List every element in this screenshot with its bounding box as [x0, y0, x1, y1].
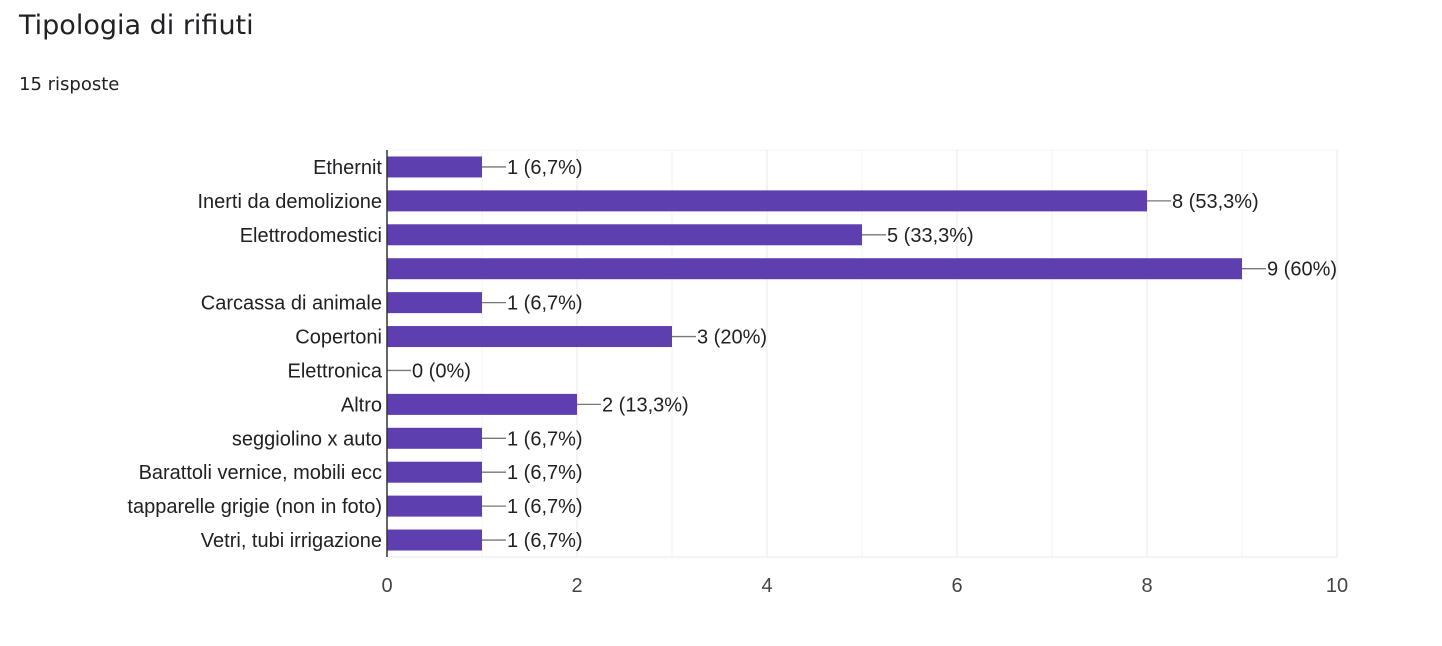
- data-label: 1 (6,7%): [507, 530, 583, 552]
- bar: [387, 529, 482, 551]
- leader-lines: [387, 166, 1266, 541]
- data-label: 5 (33,3%): [887, 225, 974, 247]
- x-tick-label: 8: [1141, 575, 1152, 597]
- category-label: Ethernit: [313, 157, 382, 179]
- data-label: 0 (0%): [412, 360, 471, 382]
- x-tick-label: 6: [951, 575, 962, 597]
- category-label: seggiolino x auto: [232, 428, 382, 450]
- chart-title: Tipologia di rifiuti: [19, 10, 254, 41]
- data-label: 8 (53,3%): [1172, 191, 1259, 213]
- bar: [387, 461, 482, 483]
- category-labels: Ethernit Inerti da demolizione Elettrodome…: [127, 157, 382, 552]
- category-label: Vetri, tubi irrigazione: [201, 530, 382, 552]
- category-label: tapparelle grigie (non in foto): [127, 496, 382, 518]
- category-label: Altro: [341, 394, 382, 416]
- data-label: 9 (60%): [1267, 259, 1337, 281]
- bar: [387, 495, 482, 517]
- data-labels: 1 (6,7%) 8 (53,3%) 5 (33,3%) 9 (60%) 1 (6,7%…: [412, 157, 1337, 552]
- bar: [387, 224, 862, 246]
- category-label: Elettronica: [288, 360, 383, 382]
- data-label: 1 (6,7%): [507, 496, 583, 518]
- bar: [387, 190, 1147, 212]
- bar: [387, 156, 482, 178]
- category-label: Inerti da demolizione: [197, 191, 382, 213]
- data-label: 1 (6,7%): [507, 462, 583, 484]
- response-count: 15 risposte: [19, 74, 120, 95]
- data-label: 1 (6,7%): [507, 428, 583, 450]
- category-label: Carcassa di animale: [201, 293, 382, 315]
- bar: [387, 326, 672, 348]
- grid-lines: [387, 149, 1338, 558]
- category-label: Barattoli vernice, mobili ecc: [139, 462, 382, 484]
- x-tick-label: 0: [381, 575, 392, 597]
- x-tick-labels: 0 2 4 6 8 10: [381, 575, 1348, 597]
- bar: [387, 427, 482, 449]
- x-tick-label: 4: [761, 575, 772, 597]
- data-label: 1 (6,7%): [507, 293, 583, 315]
- x-tick-label: 2: [571, 575, 582, 597]
- bars: [387, 156, 1242, 551]
- category-label: Elettrodomestici: [240, 225, 382, 247]
- x-tick-label: 10: [1326, 575, 1348, 597]
- bar: [387, 292, 482, 314]
- category-label: Copertoni: [295, 327, 382, 349]
- data-label: 3 (20%): [697, 327, 767, 349]
- data-label: 2 (13,3%): [602, 394, 689, 416]
- bar: [387, 258, 1242, 280]
- bar: [387, 393, 577, 415]
- data-label: 1 (6,7%): [507, 157, 583, 179]
